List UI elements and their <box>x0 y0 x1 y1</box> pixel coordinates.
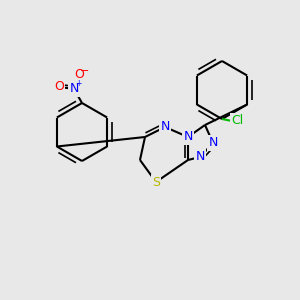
Text: N: N <box>69 82 79 95</box>
Text: +: + <box>75 80 81 88</box>
Text: −: − <box>80 66 90 76</box>
Text: N: N <box>160 121 170 134</box>
Text: S: S <box>152 176 160 188</box>
Text: O: O <box>54 80 64 94</box>
Text: Cl: Cl <box>231 115 243 128</box>
Text: O: O <box>74 68 84 82</box>
Text: N: N <box>208 136 218 149</box>
Text: N: N <box>183 130 193 143</box>
Text: N: N <box>195 151 205 164</box>
